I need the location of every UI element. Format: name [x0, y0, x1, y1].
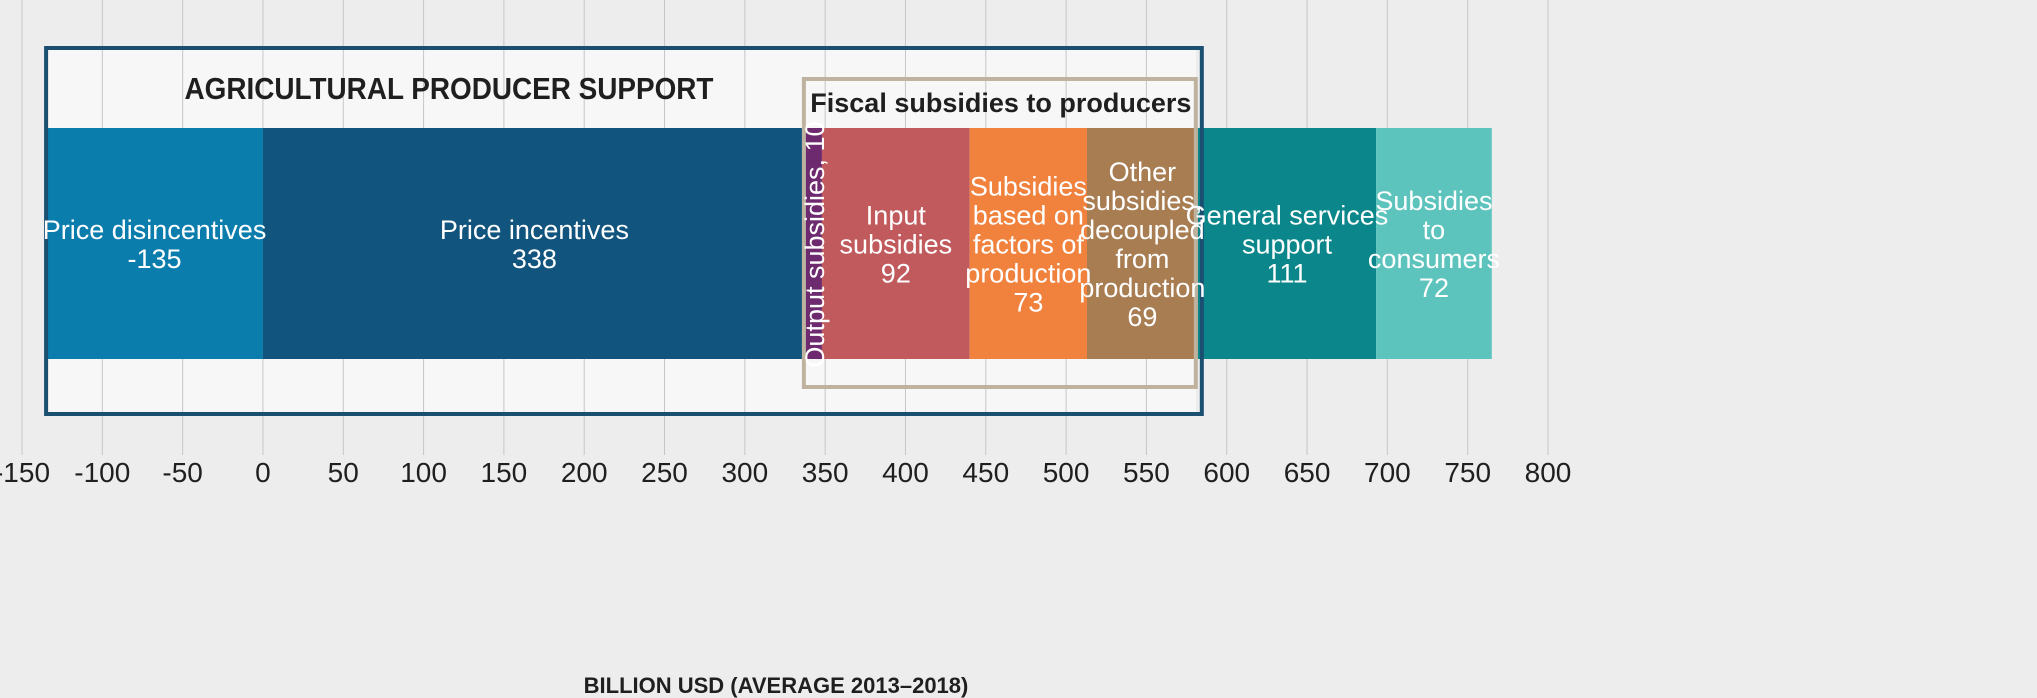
bar-segment-factor-subsidies	[969, 128, 1087, 359]
x-tick-label: 550	[1123, 457, 1170, 488]
segment-labels: Price disincentives-135 Price incentives3…	[43, 121, 1500, 367]
x-tick-label: 250	[641, 457, 688, 488]
segment-label-price-incentives-line: Price incentives	[440, 215, 629, 245]
bar-segment-output-subsidies	[805, 128, 822, 359]
segment-label-input-subsidies-line: subsidies	[840, 230, 953, 260]
bar-segment-general-services	[1197, 128, 1377, 359]
producer-support-frame	[44, 46, 1204, 416]
segment-label-factor-subsidies-line: Subsidies	[970, 172, 1087, 202]
frames	[44, 46, 1204, 416]
segment-label-factor-subsidies-line: based on	[973, 201, 1084, 231]
x-tick-label: -50	[162, 457, 202, 488]
segment-label-general-services-value: 111	[1266, 259, 1307, 289]
fiscal-subsidies-frame	[801, 77, 1198, 389]
segment-label-consumer-subsidies-line: to	[1423, 215, 1446, 245]
segment-label-price-incentives-value: 338	[512, 244, 557, 274]
x-tick-label: 450	[962, 457, 1009, 488]
bar-segment-consumer-subsidies	[1376, 128, 1492, 359]
segment-label-output-subsidies: Output subsidies, 10	[800, 121, 830, 367]
x-tick-label: 150	[481, 457, 528, 488]
x-tick-label: 400	[882, 457, 929, 488]
segment-label-consumer-subsidies-line: Subsidies	[1375, 186, 1492, 216]
segment-label-factor-subsidies-line: production	[965, 259, 1091, 289]
x-tick-label: 800	[1525, 457, 1572, 488]
x-tick-label: 350	[802, 457, 849, 488]
x-tick-label: 500	[1043, 457, 1090, 488]
x-tick-label: 200	[561, 457, 608, 488]
x-tick-label: 300	[721, 457, 768, 488]
x-tick-label: -100	[74, 457, 130, 488]
x-tick-label: 100	[400, 457, 447, 488]
x-tick-label: 0	[255, 457, 271, 488]
x-tick-label: 600	[1203, 457, 1250, 488]
segment-label-other-subsidies-line: decoupled	[1080, 215, 1205, 245]
x-tick-label: 750	[1444, 457, 1491, 488]
segment-label-other-subsidies-value: 69	[1127, 302, 1157, 332]
segment-label-factor-subsidies-line: factors of	[973, 230, 1085, 260]
segment-label-consumer-subsidies-line: consumers	[1368, 244, 1500, 274]
x-tick-label: 50	[328, 457, 359, 488]
segment-label-other-subsidies-line: production	[1079, 273, 1205, 303]
x-tick-label: 700	[1364, 457, 1411, 488]
producer-support-title: AGRICULTURAL PRODUCER SUPPORT	[185, 72, 714, 107]
x-tick-labels: -150 -100 -50 0 50 100 150 200 250 300 350 400 450 50…	[0, 457, 1571, 488]
bar-segment-other-subsidies	[1086, 128, 1198, 359]
segment-label-other-subsidies-line: from	[1115, 244, 1169, 274]
bar-segment-price-incentives	[262, 128, 806, 359]
segment-label-general-services-line: General services	[1186, 201, 1389, 231]
segment-label-input-subsidies-value: 92	[881, 259, 911, 289]
fiscal-subsidies-title: Fiscal subsidies to producers	[810, 88, 1191, 118]
x-axis-label: BILLION USD (AVERAGE 2013–2018)	[584, 673, 969, 698]
segment-label-general-services-line: support	[1242, 230, 1333, 260]
bar-segments	[46, 128, 1492, 359]
x-tick-label: -150	[0, 457, 50, 488]
segment-label-other-subsidies-line: Other	[1109, 157, 1177, 187]
x-tick-label: 650	[1284, 457, 1331, 488]
bar-segment-input-subsidies	[821, 128, 970, 359]
segment-label-consumer-subsidies-value: 72	[1419, 273, 1449, 303]
segment-label-input-subsidies-line: Input	[866, 201, 927, 231]
segment-label-other-subsidies-line: subsidies,	[1082, 186, 1202, 216]
segment-label-price-disincentives-value: -135	[127, 244, 181, 274]
segment-label-price-disincentives-line: Price disincentives	[43, 215, 267, 245]
bar-segment-price-disincentives	[46, 128, 263, 359]
segment-label-factor-subsidies-value: 73	[1013, 288, 1043, 318]
